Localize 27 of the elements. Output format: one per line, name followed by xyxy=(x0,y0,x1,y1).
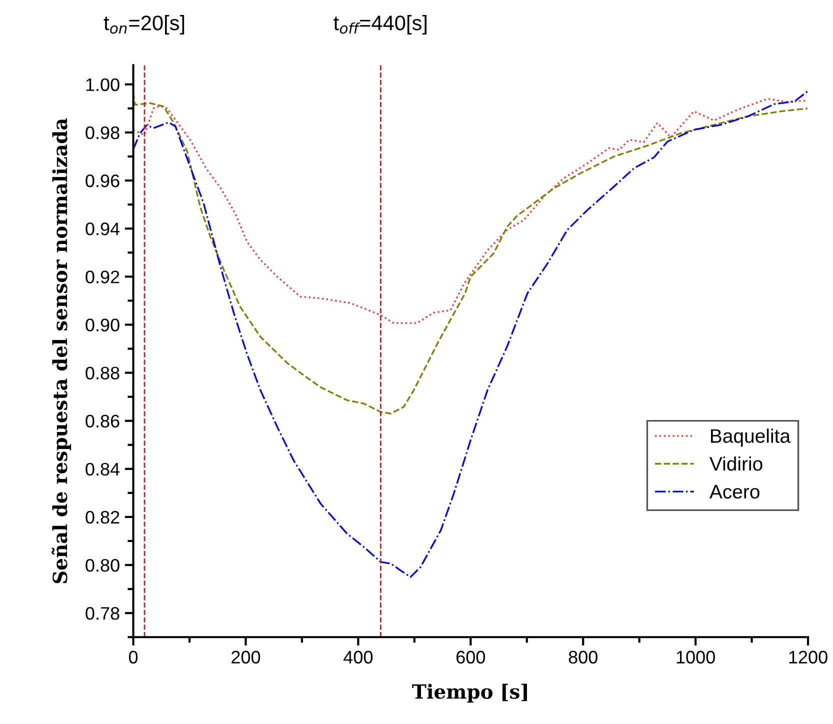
y-tick-label: 0.84 xyxy=(86,462,120,476)
ref-line-label: t$_{on}$=20[s] xyxy=(104,15,184,34)
y-tick-label: 0.86 xyxy=(86,414,120,428)
y-axis-title: Señal de respuesta del sensor normalizada xyxy=(52,118,72,584)
ref-line-label: t$_{off}$=440[s] xyxy=(334,15,426,34)
y-tick-label: 0.90 xyxy=(86,318,120,332)
y-tick-label: 0.82 xyxy=(86,510,120,524)
y-tick-label: 1.00 xyxy=(86,78,120,92)
y-tick-label: 0.88 xyxy=(86,366,120,380)
y-tick-label: 0.96 xyxy=(86,174,120,188)
legend-label: Baquelita xyxy=(711,428,791,447)
y-tick-label: 0.98 xyxy=(86,126,120,140)
x-tick-label: 600 xyxy=(456,650,486,664)
x-tick-label: 200 xyxy=(232,650,260,664)
x-tick-label: 800 xyxy=(568,650,598,664)
y-tick-label: 0.80 xyxy=(86,558,120,572)
y-tick-label: 0.94 xyxy=(86,222,120,236)
x-axis-title: Tiempo [s] xyxy=(412,684,527,703)
x-tick-label: 0 xyxy=(128,650,138,664)
legend-label: Acero xyxy=(709,485,760,499)
line-series xyxy=(133,90,808,578)
x-tick-label: 400 xyxy=(344,650,373,664)
y-tick-label: 0.78 xyxy=(86,607,120,620)
y-tick-label: 0.92 xyxy=(86,270,120,284)
x-tick-label: 1000 xyxy=(676,650,715,664)
legend-label: Vidirio xyxy=(710,456,762,471)
x-tick-label: 1200 xyxy=(789,650,828,664)
